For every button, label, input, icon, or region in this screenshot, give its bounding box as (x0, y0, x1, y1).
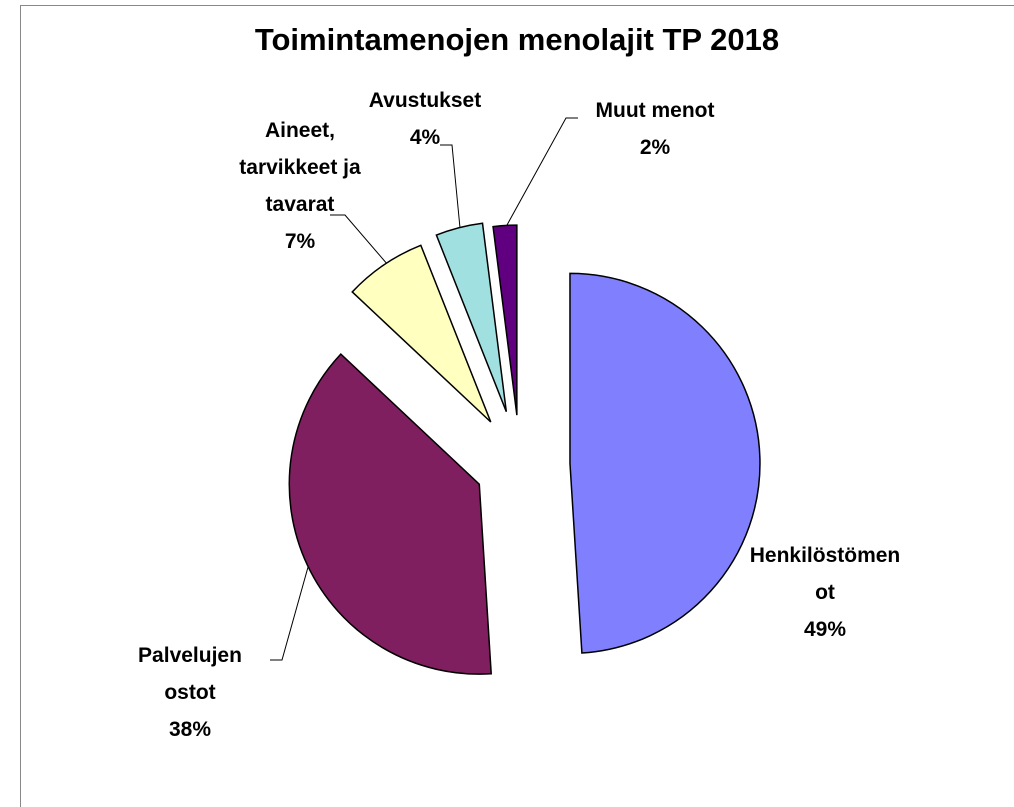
leader-line (330, 214, 389, 266)
value-label: 2% (639, 136, 671, 159)
category-label: Aineet, tarvikkeet ja tavarat (239, 119, 361, 216)
slice-label: Palvelujen ostot 38% (115, 637, 265, 748)
category-label: Palvelujen ostot (138, 644, 242, 704)
slice-label: Aineet, tarvikkeet ja tavarat 7% (220, 112, 380, 260)
category-label: Muut menot (595, 99, 715, 122)
slice-label: Muut menot 2% (575, 92, 735, 166)
value-label: 7% (284, 230, 316, 253)
pie-slice (492, 224, 518, 416)
value-label: 4% (409, 126, 441, 149)
slice-label: Henkilöstömenot 49% (745, 537, 905, 648)
value-label: 38% (168, 718, 212, 741)
pie-slice (288, 353, 493, 675)
slice-label: Avustukset 4% (345, 82, 505, 156)
chart-title: Toimintamenojen menolajit TP 2018 (254, 22, 780, 57)
pie-slice (569, 272, 761, 654)
leader-line (270, 559, 311, 661)
category-label: Henkilöstömenot (749, 544, 901, 604)
pie-slice (435, 222, 508, 413)
leader-lines (270, 117, 578, 661)
leader-line (506, 117, 578, 226)
chart-frame (20, 5, 1014, 807)
pie-slice (351, 244, 492, 423)
value-label: 49% (803, 618, 847, 641)
leader-line (440, 144, 461, 229)
category-label: Avustukset (368, 89, 482, 112)
